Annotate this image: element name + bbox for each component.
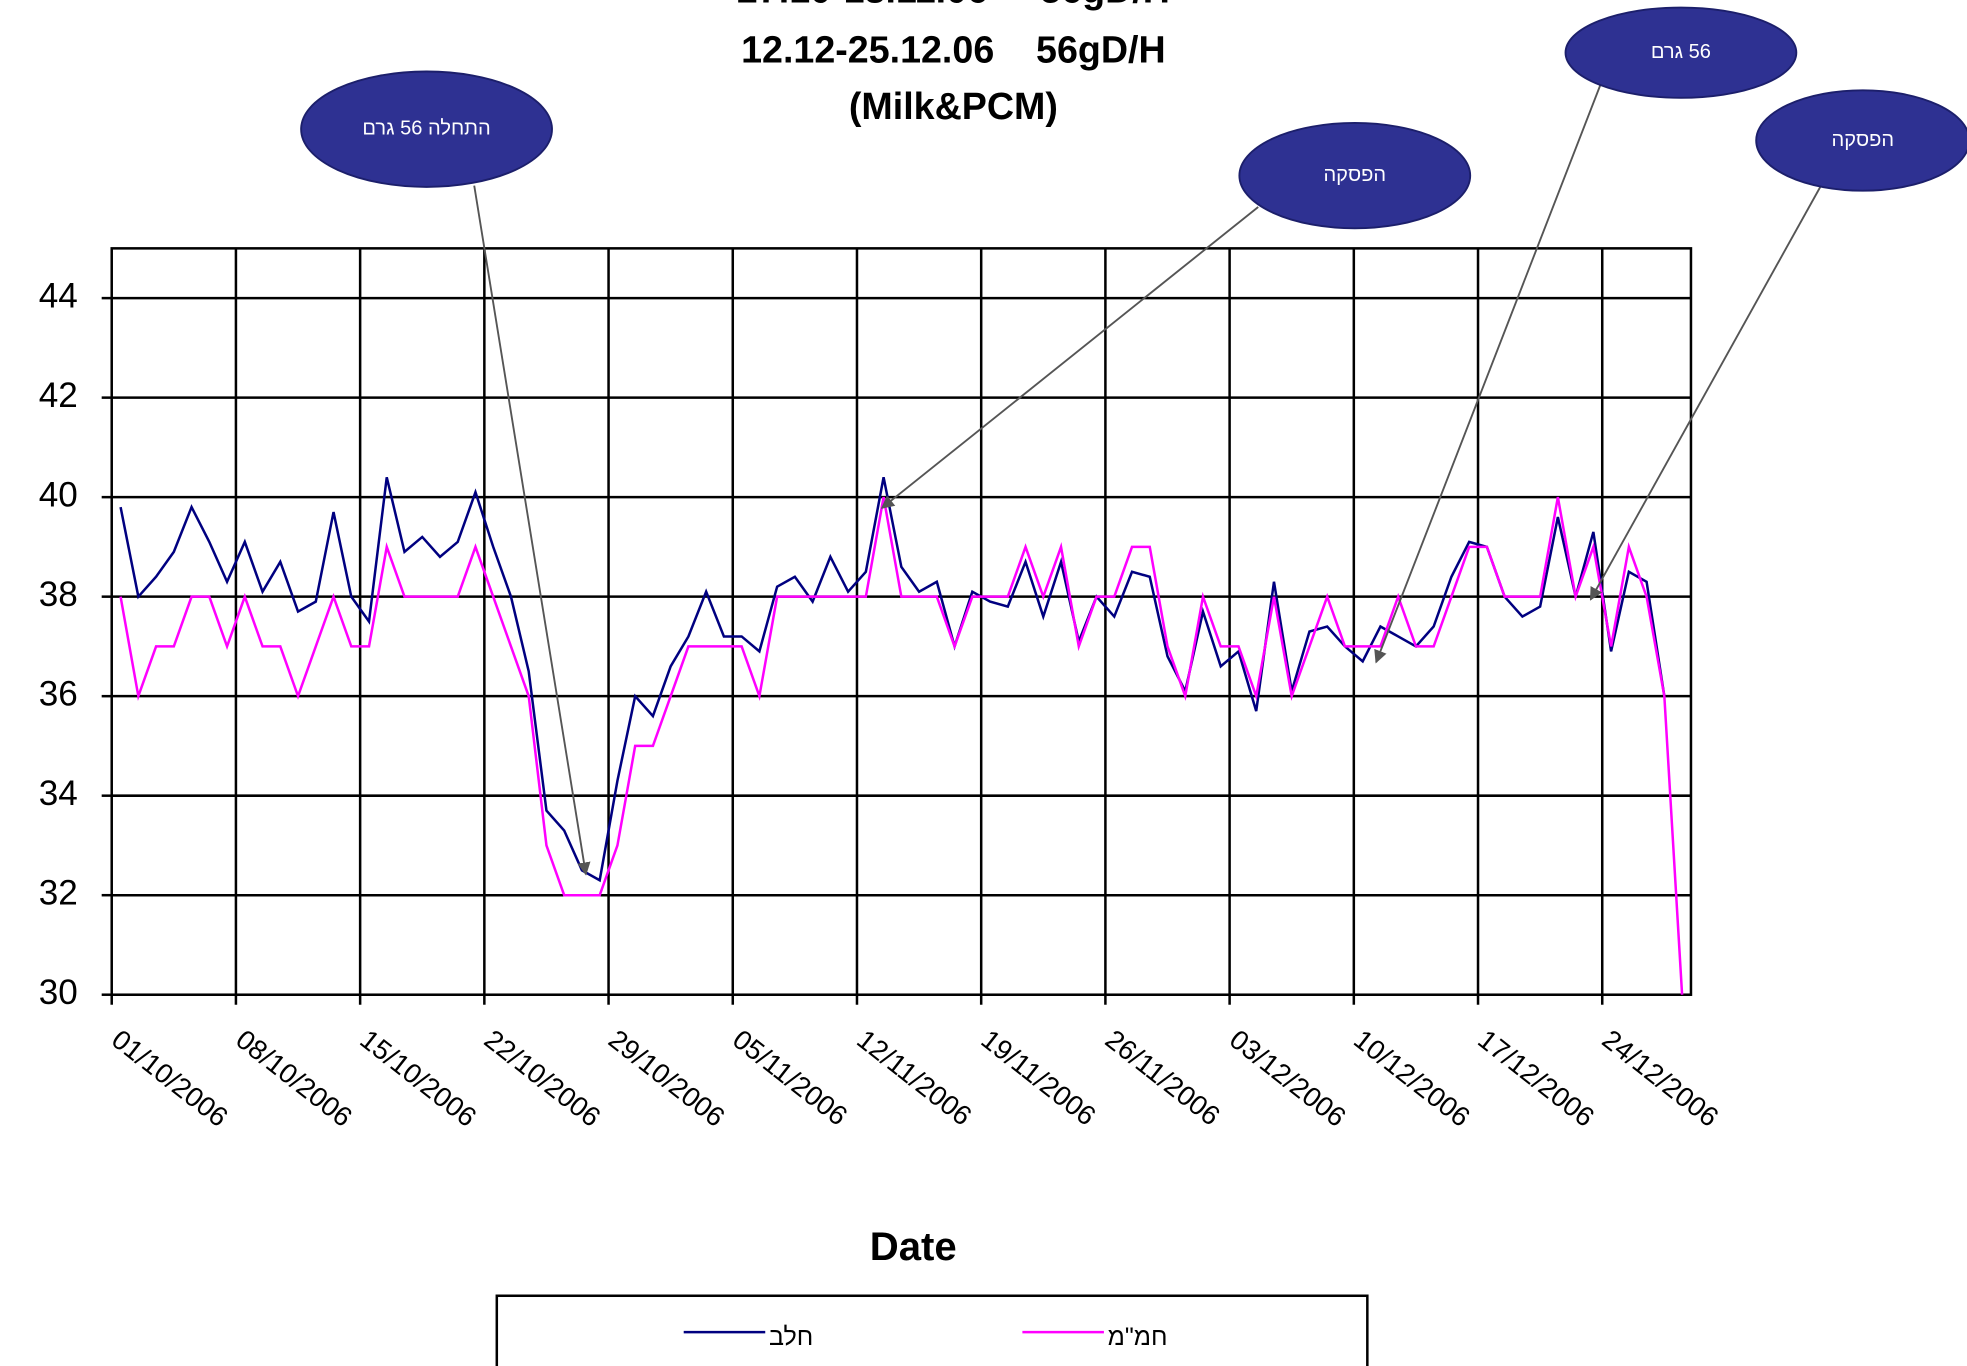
chart-title: 27.10-13.11.06 56gD/H bbox=[737, 0, 1170, 10]
legend-label: חלב bbox=[769, 1323, 813, 1351]
series-line bbox=[119, 496, 1684, 995]
x-tick-label: 22/10/2006 bbox=[479, 1023, 607, 1132]
x-axis-label: Date bbox=[870, 1224, 957, 1269]
x-tick-label: 12/11/2006 bbox=[851, 1023, 977, 1131]
series-line bbox=[119, 476, 1666, 883]
x-tick-label: 05/11/2006 bbox=[727, 1023, 853, 1131]
legend-box bbox=[495, 1294, 1369, 1366]
y-tick-label: 30 bbox=[39, 973, 78, 1012]
plot-area bbox=[110, 247, 1693, 996]
y-tick-label: 40 bbox=[39, 475, 78, 514]
x-tick-label: 17/12/2006 bbox=[1472, 1023, 1600, 1132]
callout-arrow bbox=[1589, 177, 1826, 601]
callout-arrow bbox=[880, 206, 1259, 509]
x-tick-label: 15/10/2006 bbox=[354, 1023, 482, 1132]
x-tick-label: 03/12/2006 bbox=[1224, 1023, 1352, 1132]
x-tick-label: 10/12/2006 bbox=[1348, 1023, 1476, 1132]
x-tick-label: 29/10/2006 bbox=[603, 1023, 731, 1132]
callout-bubble bbox=[1238, 121, 1472, 230]
x-tick-label: 01/10/2006 bbox=[106, 1023, 234, 1132]
y-tick-label: 32 bbox=[39, 873, 78, 912]
callout-text: 56 גרם bbox=[1651, 41, 1711, 63]
y-tick-label: 36 bbox=[39, 674, 78, 713]
x-tick-label: 08/10/2006 bbox=[230, 1023, 358, 1132]
x-tick-label: 19/11/2006 bbox=[976, 1023, 1102, 1131]
callout-text: הפסקה bbox=[1832, 129, 1895, 151]
y-tick-label: 38 bbox=[39, 575, 78, 614]
callout-bubble bbox=[1564, 6, 1798, 99]
callout-text: התחלה 56 גרם bbox=[362, 117, 490, 139]
x-tick-label: 26/11/2006 bbox=[1100, 1023, 1226, 1131]
callout-bubble bbox=[300, 70, 553, 188]
chart-title: (Milk&PCM) bbox=[849, 85, 1058, 127]
x-tick-label: 24/12/2006 bbox=[1597, 1023, 1725, 1132]
callout-bubble bbox=[1755, 89, 1967, 192]
callout-arrow bbox=[473, 185, 591, 876]
y-tick-label: 34 bbox=[39, 774, 78, 813]
chart-title: 12.12-25.12.06 56gD/H bbox=[741, 29, 1166, 71]
legend-label: חמ"מ bbox=[1108, 1323, 1168, 1351]
y-tick-label: 44 bbox=[39, 276, 78, 315]
callout-text: הפסקה bbox=[1323, 164, 1386, 186]
callout-arrow bbox=[1374, 77, 1605, 664]
y-tick-label: 42 bbox=[39, 376, 78, 415]
